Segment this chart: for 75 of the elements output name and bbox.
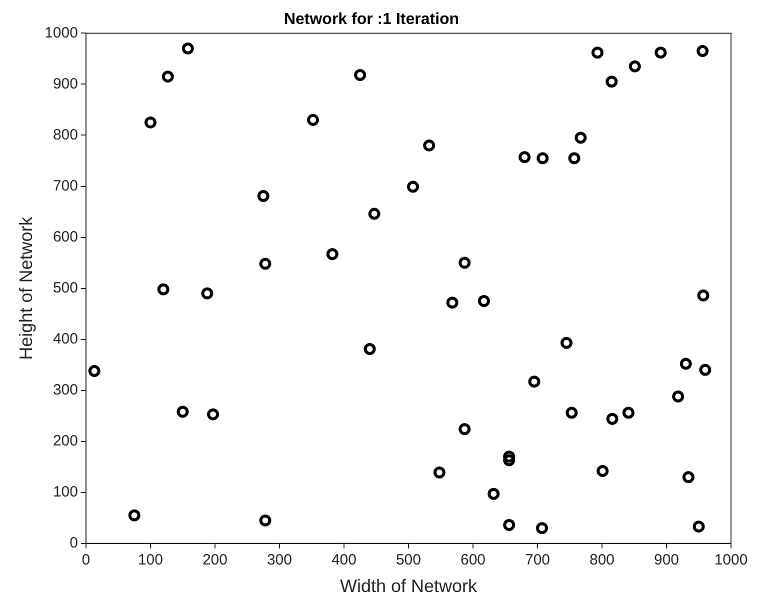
point [628,60,641,72]
y-tick-label: 800 [52,126,78,144]
y-tick-label: 700 [52,177,78,194]
point [307,114,320,126]
point [699,364,712,376]
point [354,69,366,82]
point [672,390,684,402]
point [503,450,516,463]
point [536,152,549,164]
point [478,295,490,308]
x-axis-title: Width of Network [340,576,478,596]
point [446,296,458,309]
point [560,336,573,349]
point [326,248,338,260]
x-tick-label: 300 [266,552,292,569]
x-tick-label: 0 [82,552,90,569]
point [568,152,580,164]
point [680,358,692,370]
y-tick-label: 0 [70,534,78,552]
point [368,208,380,220]
x-tick-label: 600 [460,552,486,569]
point [259,514,272,526]
point [622,406,634,419]
x-tick-label: 900 [654,552,680,569]
x-tick-label: 800 [589,552,615,569]
y-tick-label: 100 [52,484,78,501]
point [503,519,516,532]
x-tick-label: 500 [396,552,421,569]
point [536,522,548,534]
point [488,488,500,500]
point [157,283,170,296]
point [162,70,174,83]
y-axis-title: Height of Network [16,216,36,360]
point [697,289,710,302]
point [201,287,214,300]
point [257,190,270,202]
y-tick-label: 900 [52,75,78,92]
point [176,406,189,418]
point [503,454,516,466]
chart-title: Network for :1 Iteration [284,11,460,28]
x-tick-label: 100 [138,552,163,569]
point [606,76,618,88]
point [682,471,694,484]
x-tick-label: 1000 [714,552,748,569]
point [654,46,667,59]
point [423,139,436,152]
point [407,180,419,193]
y-tick-label: 1000 [44,24,78,42]
x-tick-label: 200 [202,552,228,569]
point [364,343,376,356]
point [591,46,604,59]
point [596,464,609,477]
y-tick-label: 500 [52,279,78,296]
point [207,408,220,420]
x-tick-label: 700 [524,552,550,569]
point [144,116,156,128]
x-tick-label: 400 [331,552,356,569]
point [458,423,471,436]
point [606,412,618,425]
y-tick-label: 200 [52,432,78,450]
point [528,376,540,388]
point [128,509,140,522]
point [458,256,471,269]
point [518,151,531,164]
y-tick-label: 300 [52,381,78,398]
point [696,45,709,58]
point [574,132,587,144]
point [433,466,446,478]
y-tick-label: 400 [52,330,78,348]
point [566,406,578,419]
point [692,520,705,533]
point [259,258,272,270]
y-tick-label: 600 [52,228,78,246]
point [182,42,194,55]
point [88,364,100,377]
